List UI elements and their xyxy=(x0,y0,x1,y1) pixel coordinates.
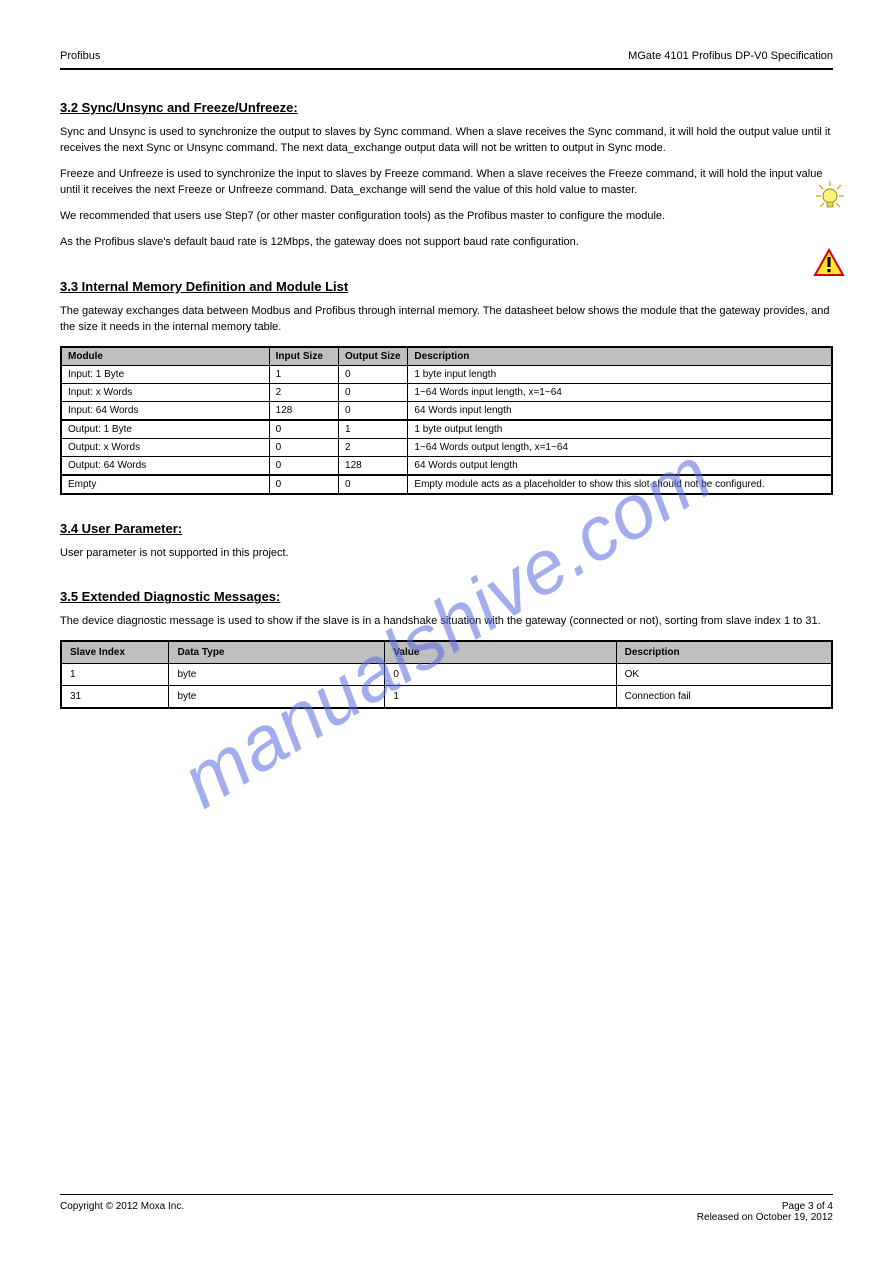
footer-copyright: Copyright © 2012 Moxa Inc. xyxy=(60,1201,184,1212)
t1-h0: Module xyxy=(61,347,269,366)
header-rule xyxy=(60,68,833,70)
header-right: MGate 4101 Profibus DP-V0 Specification xyxy=(628,50,833,62)
sec-3-2-p2: Freeze and Unfreeze is used to synchroni… xyxy=(60,167,833,199)
table-cell: Input: 64 Words xyxy=(61,401,269,420)
table-cell: 0 xyxy=(339,383,408,401)
table-cell: 0 xyxy=(339,401,408,420)
table-cell: 64 Words input length xyxy=(408,401,832,420)
table-cell: 0 xyxy=(269,475,338,494)
t2-h1: Data Type xyxy=(169,641,385,664)
page-footer: Copyright © 2012 Moxa Inc. Page 3 of 4 R… xyxy=(60,1194,833,1223)
table-cell: 0 xyxy=(269,438,338,456)
table-cell: Empty module acts as a placeholder to sh… xyxy=(408,475,832,494)
sec-3-5-title: 3.5 Extended Diagnostic Messages: xyxy=(60,589,833,604)
footer-page: Page 3 of 4 xyxy=(782,1201,833,1212)
table-cell: 1 byte input length xyxy=(408,365,832,383)
table-cell: Empty xyxy=(61,475,269,494)
t1-h1: Input Size xyxy=(269,347,338,366)
table-cell: 128 xyxy=(339,456,408,475)
table-cell: 0 xyxy=(339,475,408,494)
sec-3-3-title: 3.3 Internal Memory Definition and Modul… xyxy=(60,279,833,294)
diagnostic-table: Slave Index Data Type Value Description … xyxy=(60,640,833,709)
warning-icon xyxy=(813,248,845,283)
sec-3-3-p: The gateway exchanges data between Modbu… xyxy=(60,304,833,336)
table-cell: 0 xyxy=(339,365,408,383)
table-cell: 128 xyxy=(269,401,338,420)
t2-h2: Value xyxy=(385,641,616,664)
table-cell: Input: x Words xyxy=(61,383,269,401)
table-cell: Connection fail xyxy=(616,686,832,709)
table-cell: byte xyxy=(169,686,385,709)
table-cell: 2 xyxy=(339,438,408,456)
table-cell: 1~64 Words output length, x=1~64 xyxy=(408,438,832,456)
sec-3-2-tip: We recommended that users use Step7 (or … xyxy=(60,209,833,225)
table-cell: 1 xyxy=(339,420,408,439)
table-cell: 1 byte output length xyxy=(408,420,832,439)
table-cell: 2 xyxy=(269,383,338,401)
t2-h0: Slave Index xyxy=(61,641,169,664)
table-cell: Output: 1 Byte xyxy=(61,420,269,439)
table-cell: 0 xyxy=(269,456,338,475)
lightbulb-icon xyxy=(815,180,845,219)
sec-3-5-p: The device diagnostic message is used to… xyxy=(60,614,833,630)
sec-3-4-p: User parameter is not supported in this … xyxy=(60,546,833,562)
table-cell: OK xyxy=(616,664,832,686)
table-cell: 0 xyxy=(269,420,338,439)
t2-h3: Description xyxy=(616,641,832,664)
sec-3-2-title: 3.2 Sync/Unsync and Freeze/Unfreeze: xyxy=(60,100,833,115)
t1-h3: Description xyxy=(408,347,832,366)
table-cell: 31 xyxy=(61,686,169,709)
sec-3-2-p1: Sync and Unsync is used to synchronize t… xyxy=(60,125,833,157)
table-cell: Output: x Words xyxy=(61,438,269,456)
sec-3-2-warn: As the Profibus slave's default baud rat… xyxy=(60,235,833,251)
footer-date: Released on October 19, 2012 xyxy=(697,1212,833,1223)
table-cell: 1 xyxy=(61,664,169,686)
table-cell: Input: 1 Byte xyxy=(61,365,269,383)
sec-3-4-title: 3.4 User Parameter: xyxy=(60,521,833,536)
table-cell: byte xyxy=(169,664,385,686)
table-cell: Output: 64 Words xyxy=(61,456,269,475)
table-cell: 1 xyxy=(269,365,338,383)
header-left: Profibus xyxy=(60,50,100,62)
table-cell: 64 Words output length xyxy=(408,456,832,475)
t1-h2: Output Size xyxy=(339,347,408,366)
table-cell: 1 xyxy=(385,686,616,709)
module-table: Module Input Size Output Size Descriptio… xyxy=(60,346,833,495)
table-cell: 1~64 Words input length, x=1~64 xyxy=(408,383,832,401)
table-cell: 0 xyxy=(385,664,616,686)
